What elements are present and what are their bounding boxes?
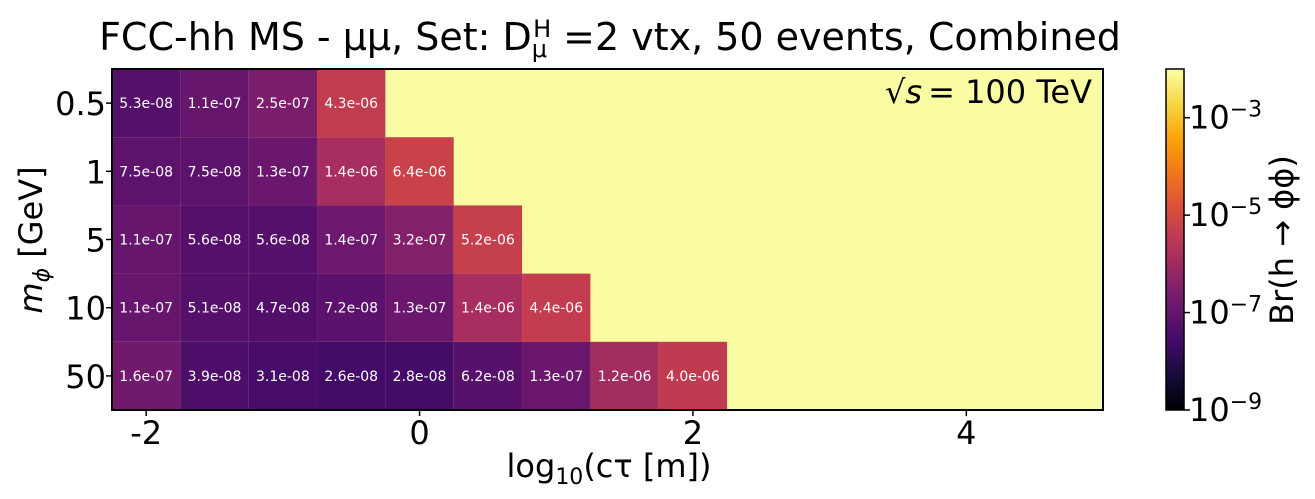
y-tick-label: 5	[86, 222, 106, 260]
cell-value-label: 1.2e-06	[598, 369, 652, 385]
y-tick-label: 0.5	[55, 85, 106, 123]
heatmap-cell	[317, 341, 386, 410]
cell-value-label: 4.7e-08	[256, 301, 310, 317]
y-axis-title: mϕ [GeV]	[12, 166, 55, 313]
cell-value-label: 7.5e-08	[119, 164, 173, 180]
cell-value-label: 1.1e-07	[119, 233, 173, 249]
cell-value-label: 4.4e-06	[529, 301, 583, 317]
cell-value-label: 1.3e-07	[256, 164, 310, 180]
cell-value-label: 5.3e-08	[119, 96, 173, 112]
cell-value-label: 1.1e-07	[188, 96, 242, 112]
cell-value-label: 1.4e-06	[324, 164, 378, 180]
cell-value-label: 1.6e-07	[119, 369, 173, 385]
cell-value-label: 1.1e-07	[119, 301, 173, 317]
heatmap-cell	[248, 205, 318, 274]
x-tick-label: -2	[130, 414, 162, 452]
cell-value-label: 1.4e-07	[324, 233, 378, 249]
heatmap-cell	[180, 341, 249, 410]
cell-value-label: 5.6e-08	[256, 233, 310, 249]
cell-value-label: 1.4e-06	[461, 301, 515, 317]
cell-labels: 5.3e-08 1.1e-07 2.5e-07 4.3e-06 7.5e-08 7.5e-…	[119, 96, 720, 385]
cell-value-label: 5.6e-08	[188, 233, 242, 249]
colorbar-ticks: 10−3 10−5 10−7 10−9	[1184, 98, 1262, 429]
colorbar-title: Br(h → ϕϕ)	[1263, 155, 1301, 325]
heatmap-cell	[180, 205, 249, 274]
heatmap-cell	[317, 69, 386, 138]
colorbar-tick-label: 10−3	[1189, 98, 1262, 137]
heatmap-cell	[590, 341, 659, 410]
heatmap-cell	[248, 273, 318, 342]
heatmap-cell	[112, 69, 181, 138]
cell-value-label: 5.2e-06	[461, 233, 515, 249]
energy-annotation: √s = 100 TeV	[885, 73, 1092, 111]
heatmap-cell	[385, 137, 454, 206]
heatmap-cell	[248, 69, 318, 138]
colorbar	[1165, 68, 1185, 411]
colorbar-tick-label: 10−7	[1189, 292, 1262, 331]
x-tick-label: 2	[683, 414, 703, 452]
y-axis-ticks: 0.5 1 5 10 50	[55, 85, 112, 396]
heatmap-cell	[453, 205, 523, 274]
cell-value-label: 2.6e-08	[324, 369, 378, 385]
cell-value-label: 4.3e-06	[324, 96, 378, 112]
cell-value-label: 4.0e-06	[666, 369, 720, 385]
heatmap-cell	[453, 273, 523, 342]
heatmap-cell	[317, 205, 386, 274]
colorbar-tick-label: 10−5	[1189, 195, 1262, 234]
heatmap-cell	[248, 341, 318, 410]
heatmap-cell	[180, 273, 249, 342]
y-tick-label: 50	[65, 358, 106, 396]
heatmap-cell	[112, 341, 181, 410]
cell-value-label: 2.8e-08	[393, 369, 447, 385]
y-tick-label: 1	[86, 153, 106, 191]
heatmap-cell	[522, 341, 591, 410]
heatmap-cell	[317, 273, 386, 342]
cell-value-label: 3.2e-07	[393, 233, 447, 249]
cell-value-label: 2.5e-07	[256, 96, 310, 112]
heatmap-cell	[522, 273, 591, 342]
cell-value-label: 7.2e-08	[324, 301, 378, 317]
x-axis-title: log10(cτ [m])	[507, 447, 712, 490]
heatmap-cell	[180, 69, 249, 138]
heatmap-cell	[317, 137, 386, 206]
x-axis-ticks: -2 0 2 4	[130, 410, 976, 452]
cell-value-label: 1.3e-07	[393, 301, 447, 317]
x-tick-label: 0	[409, 414, 429, 452]
heatmap-cell	[453, 341, 523, 410]
x-tick-label: 4	[956, 414, 976, 452]
heatmap-cell	[658, 341, 728, 410]
heatmap-cell	[112, 205, 181, 274]
cell-value-label: 3.9e-08	[188, 369, 242, 385]
heatmap-cell	[385, 273, 454, 342]
chart-title: FCC-hh MS - μμ, Set: DμH =2 vtx, 50 event…	[99, 15, 1121, 63]
cell-value-label: 5.1e-08	[188, 301, 242, 317]
colorbar-tick-label: 10−9	[1189, 390, 1262, 429]
heatmap-cell	[112, 273, 181, 342]
heatmap-cell	[385, 205, 454, 274]
heatmap-cell	[385, 341, 454, 410]
heatmap-cell	[180, 137, 249, 206]
cell-value-label: 7.5e-08	[188, 164, 242, 180]
cell-value-label: 3.1e-08	[256, 369, 310, 385]
heatmap-cell	[112, 137, 181, 206]
heatmap-cell	[248, 137, 318, 206]
cell-value-label: 6.4e-06	[393, 164, 447, 180]
cell-value-label: 6.2e-08	[461, 369, 515, 385]
cell-value-label: 1.3e-07	[529, 369, 583, 385]
heatmap-cells	[112, 69, 728, 410]
y-tick-label: 10	[65, 290, 106, 328]
